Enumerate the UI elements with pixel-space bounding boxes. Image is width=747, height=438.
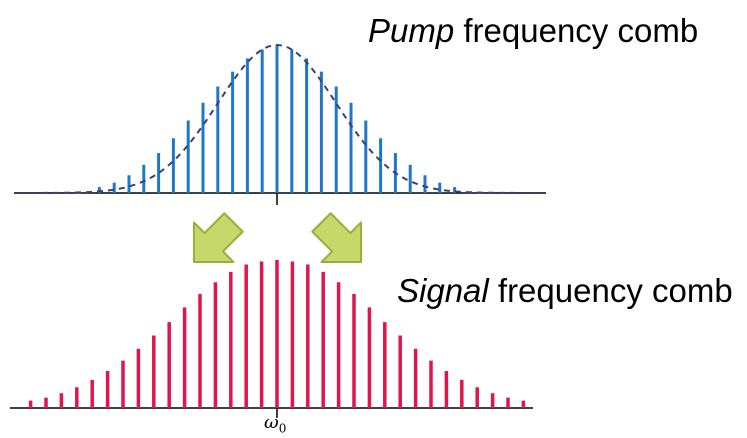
- signal-comb-label: Signal frequency comb: [397, 274, 733, 307]
- pump-comb-lines: [97, 45, 457, 193]
- pump-comb: [14, 43, 546, 205]
- pump-label-rest: frequency comb: [454, 12, 699, 49]
- signal-comb: [10, 260, 533, 418]
- signal-comb-lines: [28, 260, 526, 408]
- center-frequency-label: ω0: [264, 414, 286, 435]
- pump-label-italic: Pump: [368, 12, 455, 49]
- pump-envelope-curve: [20, 43, 544, 194]
- down-right-arrow-icon: [311, 212, 363, 264]
- pump-comb-label: Pump frequency comb: [368, 14, 698, 47]
- down-left-arrow-icon: [192, 212, 244, 264]
- omega-symbol: ω: [264, 412, 279, 433]
- signal-label-rest: frequency comb: [488, 272, 733, 309]
- signal-label-italic: Signal: [397, 272, 489, 309]
- omega-subscript: 0: [278, 421, 287, 436]
